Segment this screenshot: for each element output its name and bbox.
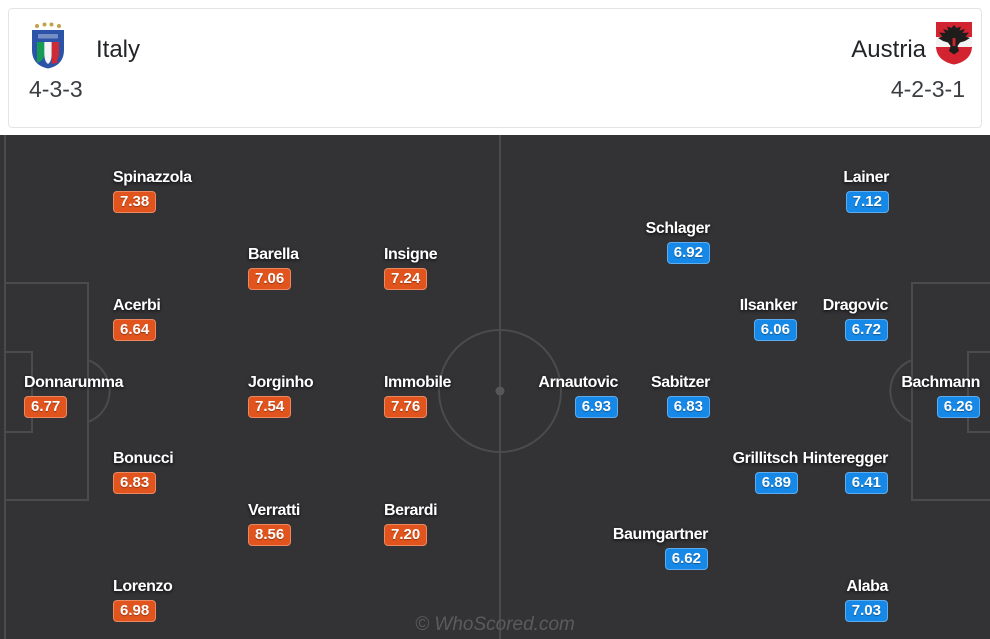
player-rating-badge: 6.83 xyxy=(666,396,710,418)
player-name: Insigne xyxy=(384,246,438,263)
player-immobile[interactable]: Immobile 7.76 xyxy=(384,373,451,418)
player-name: Jorginho xyxy=(248,374,314,391)
player-insigne[interactable]: Insigne 7.24 xyxy=(384,245,438,290)
player-rating-badge: 7.76 xyxy=(384,396,428,418)
player-bonucci[interactable]: Bonucci 6.83 xyxy=(113,449,174,494)
player-rating-badge: 7.12 xyxy=(845,191,889,213)
player-name: Lorenzo xyxy=(113,578,173,595)
player-rating-badge: 6.93 xyxy=(574,396,618,418)
player-name: Immobile xyxy=(384,374,452,391)
player-acerbi[interactable]: Acerbi 6.64 xyxy=(113,296,161,341)
austria-crest-icon xyxy=(934,20,974,66)
pitch-markings xyxy=(4,135,990,639)
player-name: Barella xyxy=(248,246,299,263)
player-name: Verratti xyxy=(248,502,300,519)
player-rating-badge: 6.89 xyxy=(754,472,798,494)
player-name: Hinteregger xyxy=(802,450,889,467)
player-rating-badge: 6.06 xyxy=(753,319,797,341)
player-rating-badge: 6.92 xyxy=(666,242,710,264)
player-lorenzo[interactable]: Lorenzo 6.98 xyxy=(113,577,173,622)
player-rating-badge: 6.83 xyxy=(113,472,157,494)
player-rating-badge: 6.62 xyxy=(664,548,708,570)
match-header: Italy 4-3-3 Austria 4-2-3-1 xyxy=(8,8,982,128)
player-alaba[interactable]: Alaba 7.03 xyxy=(844,577,888,622)
right-penalty-box xyxy=(911,282,990,501)
player-rating-badge: 7.20 xyxy=(384,524,428,546)
player-name: Schlager xyxy=(645,220,711,237)
player-bachmann[interactable]: Bachmann 6.26 xyxy=(901,373,980,418)
player-name: Baumgartner xyxy=(612,526,709,543)
away-formation: 4-2-3-1 xyxy=(890,76,965,102)
player-rating-badge: 7.54 xyxy=(248,396,292,418)
player-hinteregger[interactable]: Hinteregger 6.41 xyxy=(803,449,888,494)
player-name: Lainer xyxy=(843,169,889,186)
away-team-name: Austria xyxy=(851,36,926,63)
player-rating-badge: 7.06 xyxy=(248,268,292,290)
player-name: Bachmann xyxy=(901,374,980,391)
player-rating-badge: 6.26 xyxy=(936,396,980,418)
player-rating-badge: 6.64 xyxy=(113,319,157,341)
player-verratti[interactable]: Verratti 8.56 xyxy=(248,501,300,546)
player-rating-badge: 6.41 xyxy=(844,472,888,494)
player-rating-badge: 6.72 xyxy=(844,319,888,341)
player-rating-badge: 7.24 xyxy=(384,268,428,290)
player-name: Sabitzer xyxy=(650,374,710,391)
player-berardi[interactable]: Berardi 7.20 xyxy=(384,501,438,546)
watermark: © WhoScored.com xyxy=(415,614,575,635)
left-penalty-box xyxy=(5,282,89,501)
home-formation: 4-3-3 xyxy=(29,76,83,102)
player-name: Alaba xyxy=(846,578,888,595)
player-barella[interactable]: Barella 7.06 xyxy=(248,245,299,290)
player-grillitsch[interactable]: Grillitsch 6.89 xyxy=(733,449,798,494)
center-spot xyxy=(495,386,505,396)
home-team-name: Italy xyxy=(96,36,141,63)
player-name: Bonucci xyxy=(113,450,174,467)
player-arnautovic[interactable]: Arnautovic 6.93 xyxy=(538,373,618,418)
center-circle xyxy=(438,329,562,453)
player-name: Arnautovic xyxy=(538,374,618,391)
player-name: Acerbi xyxy=(113,297,161,314)
italy-crest-icon xyxy=(30,22,66,69)
player-rating-badge: 7.03 xyxy=(844,600,888,622)
player-schlager[interactable]: Schlager 6.92 xyxy=(646,219,710,264)
player-rating-badge: 6.98 xyxy=(113,600,157,622)
player-jorginho[interactable]: Jorginho 7.54 xyxy=(248,373,314,418)
player-name: Dragovic xyxy=(822,297,889,314)
player-name: Berardi xyxy=(384,502,438,519)
player-spinazzola[interactable]: Spinazzola 7.38 xyxy=(113,168,192,213)
player-name: Spinazzola xyxy=(113,169,192,186)
player-lainer[interactable]: Lainer 7.12 xyxy=(843,168,889,213)
player-dragovic[interactable]: Dragovic 6.72 xyxy=(823,296,888,341)
player-rating-badge: 8.56 xyxy=(248,524,292,546)
left-six-yard-box xyxy=(5,351,33,433)
player-name: Grillitsch xyxy=(732,450,799,467)
player-baumgartner[interactable]: Baumgartner 6.62 xyxy=(613,525,708,570)
player-sabitzer[interactable]: Sabitzer 6.83 xyxy=(651,373,710,418)
player-donnarumma[interactable]: Donnarumma 6.77 xyxy=(24,373,124,418)
right-penalty-arc xyxy=(889,359,913,423)
pitch: Spinazzola 7.38 Barella 7.06 Insigne 7.24 Acer… xyxy=(0,135,990,639)
left-penalty-arc xyxy=(87,359,111,423)
player-name: Donnarumma xyxy=(24,374,124,391)
player-rating-badge: 6.77 xyxy=(24,396,68,418)
player-name: Ilsanker xyxy=(739,297,798,314)
player-ilsanker[interactable]: Ilsanker 6.06 xyxy=(740,296,797,341)
right-six-yard-box xyxy=(967,351,990,433)
player-rating-badge: 7.38 xyxy=(113,191,157,213)
